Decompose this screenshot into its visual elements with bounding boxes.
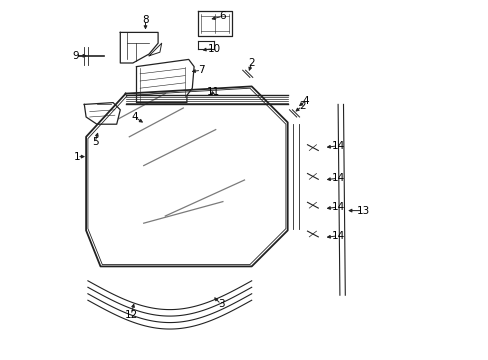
Text: 11: 11 — [207, 87, 220, 97]
Text: 10: 10 — [207, 44, 220, 54]
Text: 14: 14 — [331, 202, 344, 212]
Text: 2: 2 — [298, 101, 305, 111]
Text: 14: 14 — [331, 231, 344, 241]
Text: 5: 5 — [92, 137, 98, 147]
Text: 7: 7 — [198, 65, 204, 75]
Text: 2: 2 — [248, 58, 254, 68]
Text: 4: 4 — [302, 96, 308, 106]
Text: 12: 12 — [124, 310, 138, 320]
Text: 14: 14 — [331, 141, 344, 151]
Text: 6: 6 — [219, 11, 226, 21]
Text: 8: 8 — [142, 15, 148, 25]
Text: 3: 3 — [217, 299, 224, 309]
Text: 13: 13 — [356, 206, 369, 216]
Text: 4: 4 — [131, 112, 138, 122]
Text: 9: 9 — [72, 51, 79, 61]
Text: 1: 1 — [74, 152, 80, 162]
Text: 14: 14 — [331, 173, 344, 183]
